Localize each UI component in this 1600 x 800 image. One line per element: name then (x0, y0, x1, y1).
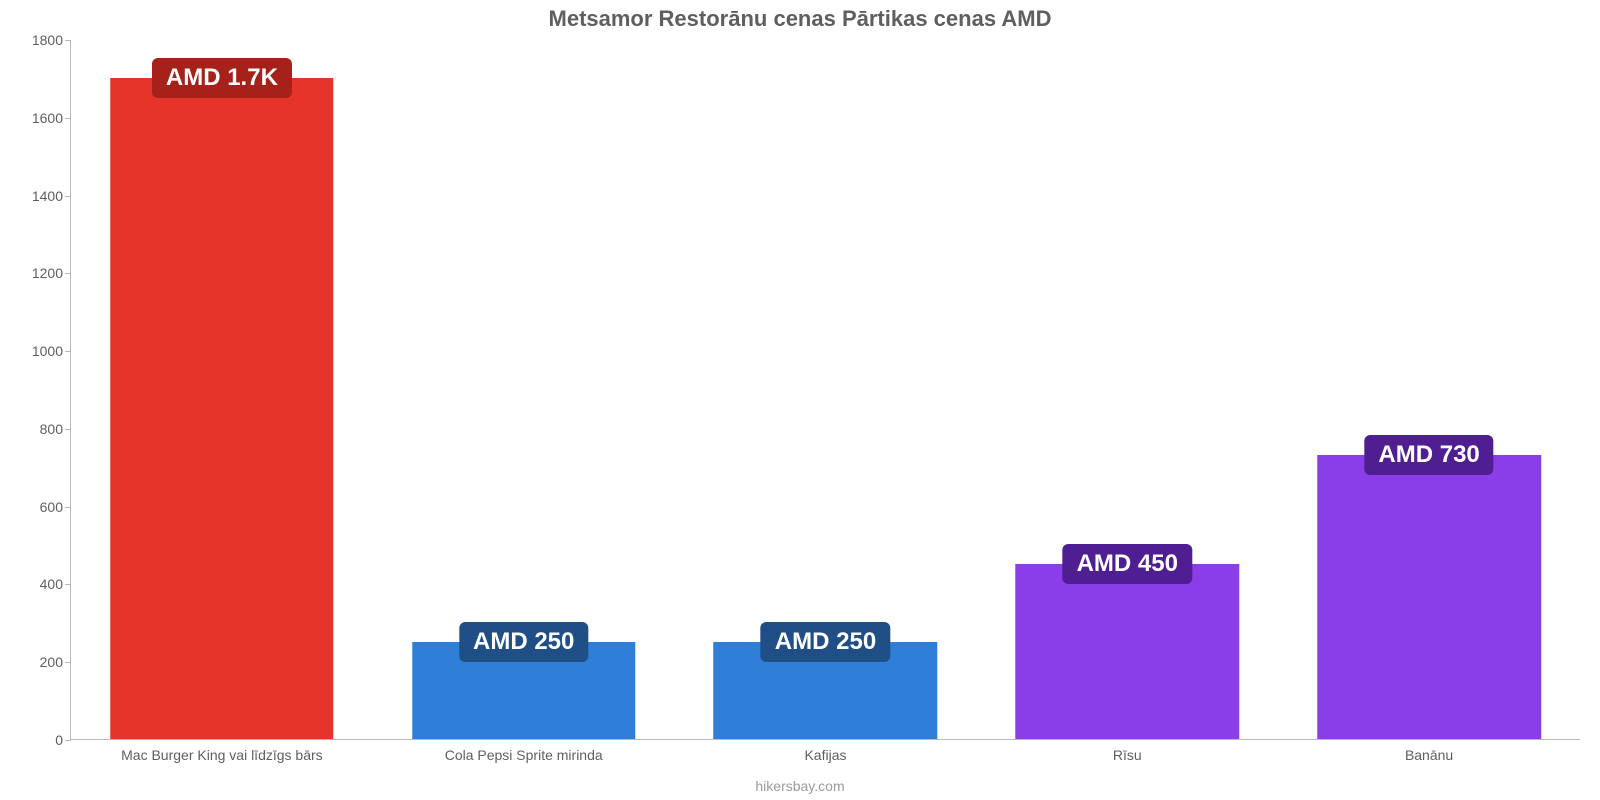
bar-slot: AMD 450Rīsu (976, 40, 1278, 739)
y-tick-label: 0 (21, 732, 63, 748)
chart-title: Metsamor Restorānu cenas Pārtikas cenas … (0, 6, 1600, 32)
bar-value-badge: AMD 250 (459, 622, 588, 662)
y-tick-label: 1400 (21, 188, 63, 204)
bar-slot: AMD 1.7KMac Burger King vai līdzīgs bārs (71, 40, 373, 739)
x-tick-label: Rīsu (1113, 747, 1142, 763)
y-tick-label: 1800 (21, 32, 63, 48)
plot-area: AMD 1.7KMac Burger King vai līdzīgs bārs… (70, 40, 1580, 740)
y-tick-label: 800 (21, 421, 63, 437)
x-tick-label: Mac Burger King vai līdzīgs bārs (121, 747, 323, 763)
bar (110, 78, 333, 739)
y-tick-label: 600 (21, 499, 63, 515)
bar-slot: AMD 250Cola Pepsi Sprite mirinda (373, 40, 675, 739)
y-tick-label: 1000 (21, 343, 63, 359)
bar-slot: AMD 250Kafijas (675, 40, 977, 739)
y-tick-label: 200 (21, 654, 63, 670)
chart-container: Metsamor Restorānu cenas Pārtikas cenas … (0, 0, 1600, 800)
bar (1016, 564, 1239, 739)
x-tick-label: Banānu (1405, 747, 1453, 763)
x-tick-label: Cola Pepsi Sprite mirinda (445, 747, 603, 763)
chart-footer: hikersbay.com (0, 778, 1600, 794)
y-tick-label: 1600 (21, 110, 63, 126)
bar-slot: AMD 730Banānu (1278, 40, 1580, 739)
bar-value-badge: AMD 450 (1063, 544, 1192, 584)
y-tick-label: 400 (21, 576, 63, 592)
bar-value-badge: AMD 250 (761, 622, 890, 662)
bars-row: AMD 1.7KMac Burger King vai līdzīgs bārs… (71, 40, 1580, 739)
bar-value-badge: AMD 730 (1364, 435, 1493, 475)
bar-value-badge: AMD 1.7K (152, 58, 292, 98)
bar (1317, 455, 1540, 739)
y-tick-label: 1200 (21, 265, 63, 281)
x-tick-label: Kafijas (804, 747, 846, 763)
